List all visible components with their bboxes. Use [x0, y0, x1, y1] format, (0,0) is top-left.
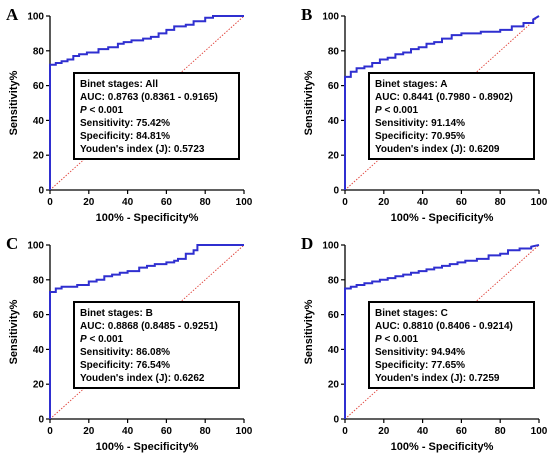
y-tick-label: 60 — [33, 310, 45, 321]
x-tick-label: 20 — [378, 197, 390, 208]
y-axis-title: Sensitivity% — [303, 299, 315, 364]
legend-line: Youden's index (J): 0.6262 — [80, 373, 205, 384]
legend-line: Binet stages: All — [80, 79, 158, 90]
y-tick-label: 80 — [33, 275, 45, 286]
roc-panel-d: D 0 20 40 60 80 100 0 20 40 60 80 100 100% - Specific… — [301, 234, 548, 453]
legend-line: Youden's index (J): 0.7259 — [375, 373, 500, 384]
legend-line: Sensitivity: 91.14% — [375, 118, 465, 129]
y-tick-label: 60 — [33, 81, 45, 92]
x-tick-label: 60 — [456, 426, 468, 437]
y-axis-title: Sensitivity% — [8, 70, 20, 135]
y-tick-label: 60 — [328, 81, 340, 92]
legend-line: AUC: 0.8763 (0.8361 - 0.9165) — [80, 92, 218, 103]
y-tick-label: 100 — [27, 12, 44, 23]
legend-line: Specificity: 76.54% — [80, 360, 170, 371]
y-axis-title: Sensitivity% — [303, 70, 315, 135]
x-tick-label: 20 — [378, 426, 390, 437]
legend-line: Binet stages: C — [375, 308, 448, 319]
legend-box — [73, 72, 240, 160]
panel-letter: A — [6, 5, 19, 24]
y-tick-label: 40 — [33, 345, 45, 356]
legend-line: Binet stages: A — [375, 79, 447, 90]
y-tick-label: 80 — [33, 46, 45, 57]
x-axis-title: 100% - Specificity% — [391, 212, 494, 224]
roc-panel-c: C 0 20 40 60 80 100 0 20 40 60 80 100 100% - Specific… — [6, 234, 253, 453]
legend-line: AUC: 0.8810 (0.8406 - 0.9214) — [375, 321, 513, 332]
roc-panel-a: A 0 20 40 60 80 100 0 20 40 60 80 100 100% - Specific… — [6, 5, 253, 224]
legend-line: P < 0.001 — [375, 105, 419, 116]
y-tick-label: 100 — [27, 241, 44, 252]
legend-line: Specificity: 70.95% — [375, 131, 465, 142]
y-tick-label: 40 — [328, 345, 340, 356]
legend-box — [73, 301, 240, 389]
x-tick-label: 100 — [531, 426, 548, 437]
y-tick-label: 20 — [33, 151, 45, 162]
y-tick-label: 100 — [322, 241, 339, 252]
panel-letter: B — [301, 5, 312, 24]
roc-curve — [49, 244, 244, 419]
x-axis-title: 100% - Specificity% — [391, 441, 494, 453]
y-tick-label: 100 — [322, 12, 339, 23]
x-tick-label: 80 — [200, 197, 212, 208]
x-tick-label: 40 — [122, 197, 134, 208]
x-tick-label: 0 — [342, 197, 348, 208]
legend-line: Sensitivity: 86.08% — [80, 347, 170, 358]
x-tick-label: 100 — [531, 197, 548, 208]
y-tick-label: 0 — [38, 415, 44, 426]
roc-curve — [49, 15, 244, 190]
x-tick-label: 100 — [236, 197, 253, 208]
y-tick-label: 0 — [333, 415, 339, 426]
legend-line: AUC: 0.8441 (0.7980 - 0.8902) — [375, 92, 513, 103]
x-tick-label: 40 — [417, 197, 429, 208]
y-tick-label: 0 — [38, 186, 44, 197]
legend-line: P < 0.001 — [375, 334, 419, 345]
y-axis-title: Sensitivity% — [8, 299, 20, 364]
legend-line: Sensitivity: 75.42% — [80, 118, 170, 129]
x-tick-label: 0 — [342, 426, 348, 437]
x-tick-label: 0 — [47, 197, 53, 208]
legend-line: Binet stages: B — [80, 308, 153, 319]
y-tick-label: 20 — [33, 380, 45, 391]
legend-line: AUC: 0.8868 (0.8485 - 0.9251) — [80, 321, 218, 332]
legend-line: Youden's index (J): 0.6209 — [375, 144, 500, 155]
x-tick-label: 20 — [83, 197, 95, 208]
panel-letter: D — [301, 234, 313, 253]
y-tick-label: 80 — [328, 275, 340, 286]
x-axis-title: 100% - Specificity% — [96, 441, 199, 453]
legend-line: Youden's index (J): 0.5723 — [80, 144, 205, 155]
x-tick-label: 20 — [83, 426, 95, 437]
legend-line: Sensitivity: 94.94% — [375, 347, 465, 358]
x-tick-label: 60 — [161, 426, 173, 437]
x-tick-label: 40 — [417, 426, 429, 437]
x-tick-label: 0 — [47, 426, 53, 437]
roc-curve — [344, 244, 540, 419]
legend-line: Specificity: 77.65% — [375, 360, 465, 371]
x-tick-label: 100 — [236, 426, 253, 437]
y-tick-label: 40 — [328, 116, 340, 127]
y-tick-label: 20 — [328, 380, 340, 391]
y-tick-label: 60 — [328, 310, 340, 321]
x-axis-title: 100% - Specificity% — [96, 212, 199, 224]
x-tick-label: 80 — [495, 426, 507, 437]
x-tick-label: 60 — [456, 197, 468, 208]
legend-line: Specificity: 84.81% — [80, 131, 170, 142]
x-tick-label: 60 — [161, 197, 173, 208]
panel-letter: C — [6, 234, 18, 253]
roc-curve — [344, 15, 540, 190]
roc-panel-b: B 0 20 40 60 80 100 0 20 40 60 80 100 100% - Specific… — [301, 5, 548, 224]
x-tick-label: 80 — [495, 197, 507, 208]
y-tick-label: 40 — [33, 116, 45, 127]
legend-line: P < 0.001 — [80, 105, 124, 116]
x-tick-label: 40 — [122, 426, 134, 437]
legend-box — [368, 301, 535, 389]
x-tick-label: 80 — [200, 426, 212, 437]
legend-box — [368, 72, 535, 160]
y-tick-label: 80 — [328, 46, 340, 57]
y-tick-label: 0 — [333, 186, 339, 197]
y-tick-label: 20 — [328, 151, 340, 162]
legend-line: P < 0.001 — [80, 334, 124, 345]
